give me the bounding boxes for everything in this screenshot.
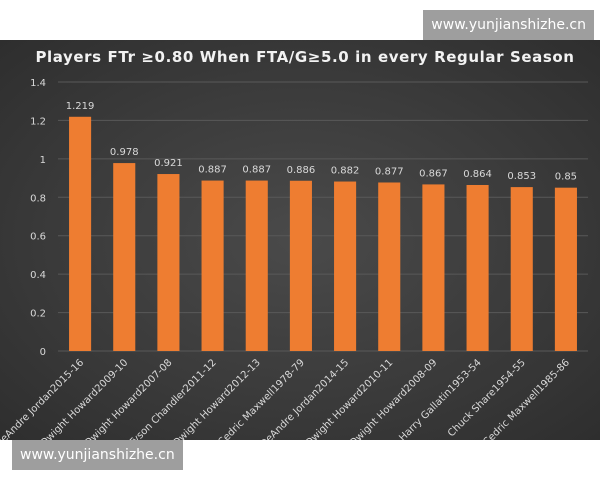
- y-tick-label: 0: [40, 347, 46, 358]
- bar: [245, 180, 268, 351]
- bar: [69, 116, 92, 351]
- value-label: 0.887: [198, 165, 227, 176]
- value-labels: 1.219 0.978 0.921 0.887 0.887 0.886 0.882 0.877…: [66, 101, 577, 183]
- bar: [201, 180, 224, 351]
- y-tick-label: 1: [40, 155, 46, 166]
- bars: [69, 116, 577, 351]
- value-label: 0.877: [375, 166, 404, 177]
- value-label: 1.219: [66, 101, 95, 112]
- value-label: 0.882: [331, 166, 360, 177]
- bar-chart: Players FTr ≥0.80 When FTA/G≥5.0 in ever…: [0, 48, 588, 440]
- bar: [334, 181, 357, 351]
- watermark-bottom: www.yunjianshizhe.cn: [12, 440, 183, 470]
- y-tick-label: 0.4: [30, 270, 46, 281]
- value-label: 0.85: [555, 172, 577, 183]
- value-label: 0.853: [507, 171, 536, 182]
- y-tick-label: 0.8: [30, 193, 46, 204]
- y-tick-label: 0.2: [30, 309, 46, 320]
- x-tick-label: DeAndre Jordan2015-16: [0, 357, 86, 440]
- bar: [422, 184, 445, 351]
- bar: [510, 187, 533, 351]
- y-axis-ticks: 0 0.2 0.4 0.6 0.8 1 1.2 1.4: [30, 78, 46, 358]
- bar: [466, 184, 489, 351]
- value-label: 0.864: [463, 169, 492, 180]
- x-tick-label: Cedric Maxwell1978-79: [216, 357, 307, 440]
- value-label: 0.867: [419, 168, 448, 179]
- chart-title: Players FTr ≥0.80 When FTA/G≥5.0 in ever…: [35, 48, 574, 66]
- value-label: 0.978: [110, 147, 139, 158]
- bar: [157, 174, 180, 351]
- gridlines: [58, 81, 588, 352]
- bar: [554, 187, 577, 351]
- x-tick-label: Chuck Share1954-55: [446, 357, 528, 439]
- x-tick-label: Cedric Maxwell1985-86: [481, 357, 572, 440]
- bar: [289, 180, 312, 351]
- value-label: 0.921: [154, 158, 183, 169]
- bar: [378, 182, 401, 351]
- value-label: 0.886: [287, 165, 316, 176]
- watermark-top: www.yunjianshizhe.cn: [423, 10, 594, 40]
- value-label: 0.887: [242, 165, 271, 176]
- y-tick-label: 0.6: [30, 232, 46, 243]
- x-tick-label: Harry Gallatin1953-54: [397, 357, 483, 440]
- bar: [113, 163, 136, 351]
- y-tick-label: 1.4: [30, 78, 46, 89]
- y-tick-label: 1.2: [30, 116, 46, 127]
